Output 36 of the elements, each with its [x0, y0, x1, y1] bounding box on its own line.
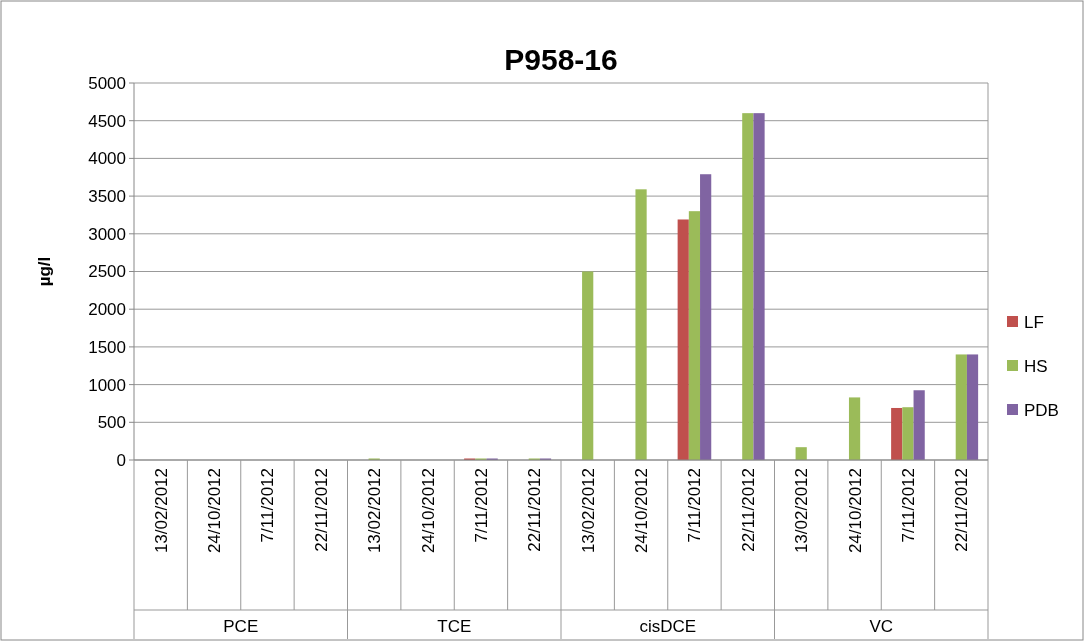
y-tick-label: 2000	[88, 300, 126, 320]
x-tick-label: 22/11/2012	[311, 468, 331, 552]
x-tick-label: 13/02/2012	[151, 468, 171, 554]
chart-title: P958-16	[504, 43, 618, 76]
x-tick-label: 13/02/2012	[578, 468, 598, 554]
y-tick-label: 3000	[88, 224, 126, 244]
text: PCE	[223, 617, 259, 636]
y-axis-title: µg/l	[35, 256, 54, 287]
x-tick-label: 22/11/2012	[525, 468, 545, 552]
y-tick-label: 500	[97, 413, 126, 433]
y-tick-label: 1500	[88, 337, 126, 357]
y-tick-label: 2500	[88, 262, 126, 282]
y-tick-label: 1000	[88, 375, 126, 395]
text: VC	[869, 617, 894, 636]
y-tick-label: 5000	[88, 73, 126, 93]
legend-label: LF	[1024, 312, 1044, 332]
text: TCE	[437, 617, 472, 636]
x-tick-label: 7/11/2012	[898, 468, 918, 543]
x-tick-label: 13/02/2012	[365, 468, 385, 554]
legend-label: PDB	[1024, 400, 1059, 420]
x-tick-label: 7/11/2012	[258, 468, 278, 543]
y-tick-label: 0	[116, 450, 126, 470]
text: cisDCE	[639, 617, 697, 636]
y-tick-label: 3500	[88, 187, 126, 207]
y-tick-label: 4500	[88, 111, 126, 131]
x-tick-label: 24/10/2012	[845, 468, 865, 554]
x-tick-label: 13/02/2012	[792, 468, 812, 554]
y-tick-label: 4000	[88, 149, 126, 169]
legend-label: HS	[1024, 356, 1048, 376]
x-tick-label: 7/11/2012	[471, 468, 491, 543]
x-tick-label: 24/10/2012	[418, 468, 438, 554]
x-tick-label: 24/10/2012	[632, 468, 652, 554]
x-tick-label: 22/11/2012	[738, 468, 758, 552]
x-tick-label: 24/10/2012	[205, 468, 225, 554]
x-tick-label: 7/11/2012	[685, 468, 705, 543]
x-tick-label: 22/11/2012	[952, 468, 972, 552]
